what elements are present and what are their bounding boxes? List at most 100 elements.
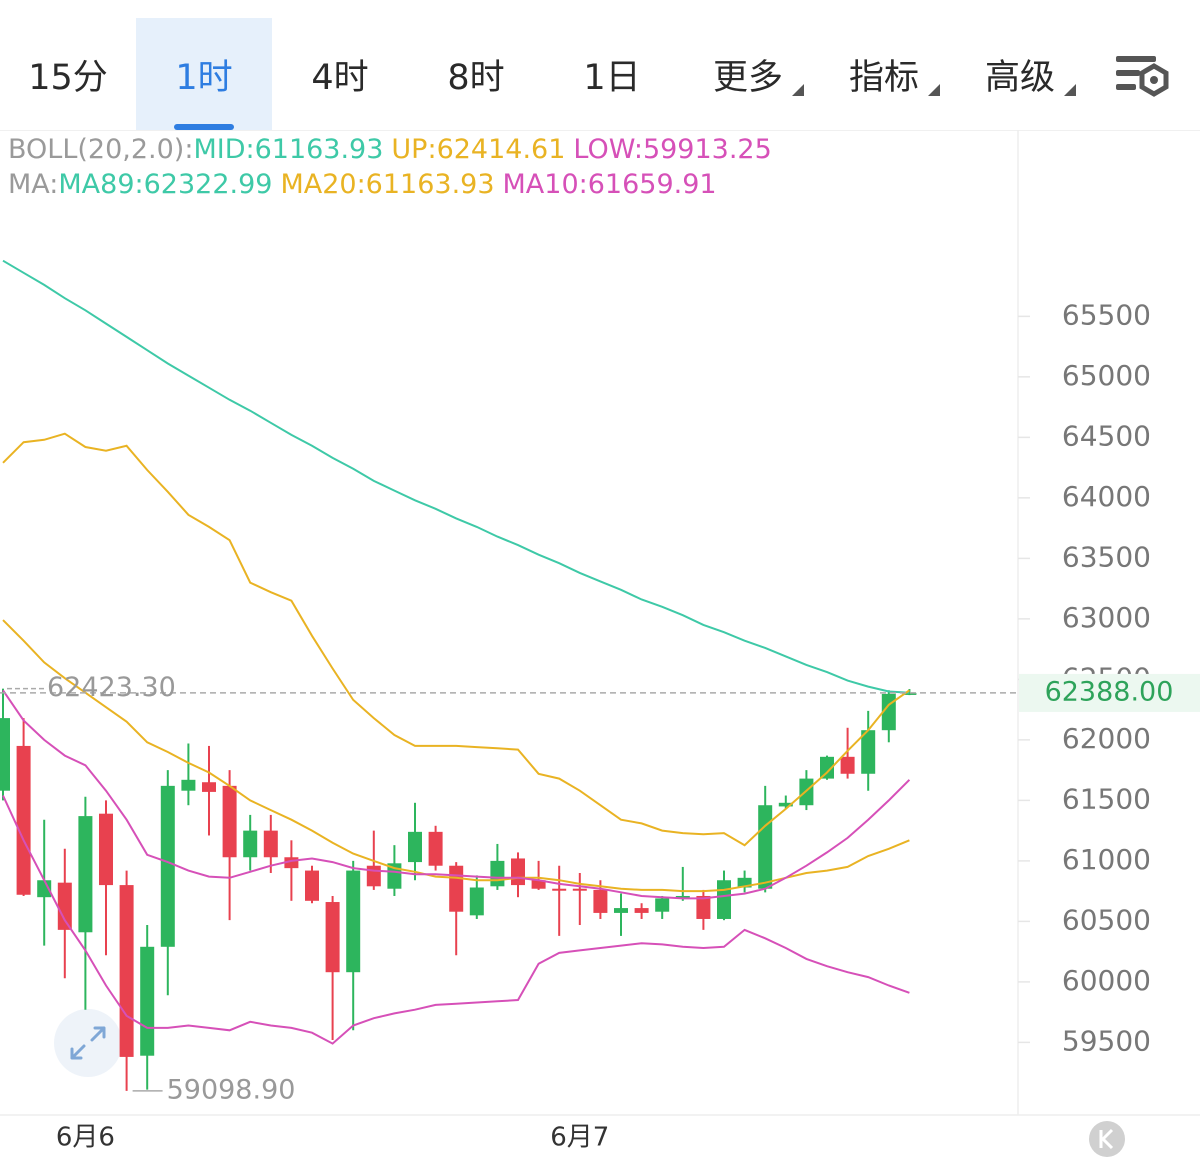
candle-body xyxy=(181,779,196,791)
candle-body xyxy=(696,895,711,919)
legend-item: LOW:59913.25 xyxy=(573,134,772,165)
candle xyxy=(469,875,484,919)
y-tick-label: 61500 xyxy=(1062,782,1151,815)
tab[interactable]: 15分 xyxy=(0,18,136,130)
candle-body xyxy=(160,785,175,947)
tab-label[interactable]: 高级 xyxy=(984,57,1055,98)
high-marker-label: 62423.30 xyxy=(47,672,176,703)
candle-body xyxy=(78,816,93,933)
candle xyxy=(16,718,31,896)
candle xyxy=(222,770,237,921)
candle xyxy=(634,903,649,919)
y-tick-label: 62000 xyxy=(1062,722,1151,755)
dropdown-arrow xyxy=(1064,84,1076,96)
candle-body xyxy=(531,880,546,889)
tab[interactable]: 1时 xyxy=(136,18,272,130)
tab[interactable]: 高级 xyxy=(952,18,1088,130)
last-price-badge xyxy=(1019,673,1200,712)
candle-body xyxy=(717,880,731,919)
candle-body xyxy=(572,888,587,891)
candle xyxy=(572,872,587,926)
legend-row: BOLL(20,2.0):MID:61163.93 UP:62414.61 LOW:… xyxy=(8,132,772,167)
candle xyxy=(758,785,773,893)
x-tick-label: 6月6 xyxy=(56,1123,115,1153)
candle xyxy=(99,800,113,956)
k-button[interactable] xyxy=(1089,1121,1125,1157)
candle xyxy=(840,727,855,779)
candle-body xyxy=(428,831,443,866)
tab-label[interactable]: 更多 xyxy=(712,57,783,98)
low-marker-label: 59098.90 xyxy=(167,1074,296,1105)
tab[interactable]: 1日 xyxy=(544,18,680,130)
tab[interactable]: 8时 xyxy=(408,18,544,130)
candle xyxy=(408,802,422,881)
candle xyxy=(820,755,834,780)
tab[interactable]: 4时 xyxy=(272,18,408,130)
candle-body xyxy=(861,730,876,774)
candle xyxy=(552,865,567,936)
indicator-line xyxy=(2,619,910,893)
indicator-line xyxy=(2,689,911,900)
candle xyxy=(346,860,361,1031)
candle-body xyxy=(655,898,670,912)
expand-button[interactable] xyxy=(54,1009,122,1077)
settings-icon[interactable] xyxy=(1112,52,1172,100)
dropdown-arrow xyxy=(928,84,940,96)
candle xyxy=(614,893,628,936)
tab-label[interactable]: 指标 xyxy=(848,57,919,98)
y-tick-label: 63000 xyxy=(1062,601,1151,634)
legend-item: MA89:62322.99 xyxy=(58,169,273,200)
candle-body xyxy=(284,857,299,869)
tab[interactable]: 指标 xyxy=(816,18,952,130)
y-tick-label: 63500 xyxy=(1062,540,1151,573)
candle-body xyxy=(778,802,793,807)
candle-body xyxy=(366,865,381,887)
y-tick-label: 61000 xyxy=(1062,843,1151,876)
tab-label[interactable]: 1时 xyxy=(175,57,233,98)
tab-label[interactable]: 4时 xyxy=(311,57,369,98)
candle-body xyxy=(0,718,10,791)
candle xyxy=(737,870,752,893)
candle-body xyxy=(469,887,484,916)
legend-label: MA: xyxy=(8,169,59,200)
tab-label[interactable]: 8时 xyxy=(447,57,505,98)
candle xyxy=(78,796,93,1010)
candle xyxy=(778,795,793,809)
candle xyxy=(305,865,319,904)
candle xyxy=(511,852,525,898)
candle-body xyxy=(490,860,505,887)
tab-label[interactable]: 1日 xyxy=(583,57,641,98)
tab-label[interactable]: 15分 xyxy=(28,57,108,98)
candle xyxy=(57,848,72,979)
candle xyxy=(881,690,896,743)
candle-body xyxy=(902,692,917,695)
candle xyxy=(325,895,340,1040)
candle-body xyxy=(16,745,31,895)
last-price-label: 62388.00 xyxy=(1045,676,1174,707)
candle-body xyxy=(408,831,422,863)
candle xyxy=(243,814,258,871)
candle-body xyxy=(758,805,773,889)
candle-body xyxy=(37,880,52,898)
candle xyxy=(675,866,690,901)
legend-label: BOLL(20,2.0): xyxy=(8,134,194,165)
y-tick-label: 64500 xyxy=(1062,419,1151,452)
candle xyxy=(428,825,443,871)
legend-item: UP:62414.61 xyxy=(391,134,566,165)
candle-body xyxy=(840,756,855,774)
legend-item: MA20:61163.93 xyxy=(280,169,495,200)
candle-body xyxy=(346,870,361,973)
candle-body xyxy=(614,908,628,913)
candle-body xyxy=(119,885,134,1057)
legend-item: MID:61163.93 xyxy=(193,134,384,165)
y-tick-label: 60000 xyxy=(1062,964,1151,997)
y-tick-label: 64000 xyxy=(1062,480,1151,513)
timeframe-tabs: 15分 1时 4时 8时 1日 更多 指标 高级 xyxy=(0,0,1200,131)
tab[interactable]: 更多 xyxy=(680,18,816,130)
candle-body xyxy=(222,785,237,858)
candle xyxy=(284,840,299,901)
dropdown-arrow xyxy=(792,84,804,96)
candle xyxy=(490,843,505,890)
